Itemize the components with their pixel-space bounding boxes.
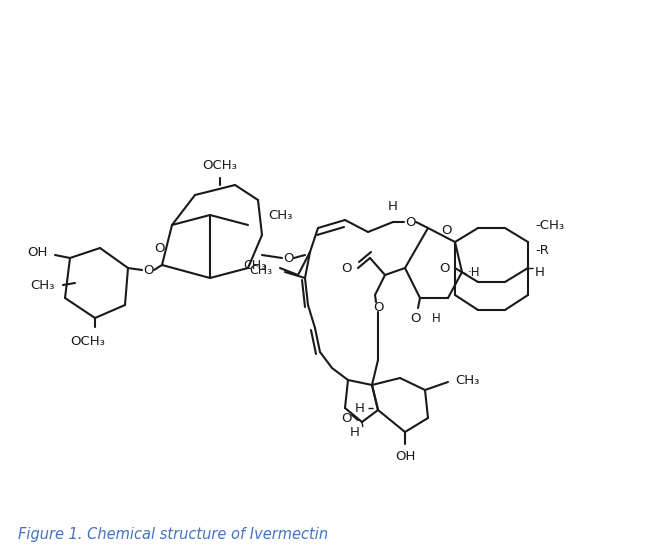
Text: O: O — [405, 216, 415, 228]
Text: O: O — [373, 300, 383, 314]
Text: O: O — [441, 223, 452, 237]
Text: O: O — [283, 252, 293, 265]
Text: H: H — [355, 402, 365, 414]
Text: CH₃: CH₃ — [455, 374, 479, 387]
Text: CH₃: CH₃ — [249, 263, 272, 276]
Text: H: H — [350, 426, 360, 438]
Text: O: O — [155, 242, 165, 255]
Text: OH: OH — [395, 450, 415, 463]
Text: O: O — [342, 412, 352, 424]
Text: Figure 1. Chemical structure of Ivermectin: Figure 1. Chemical structure of Ivermect… — [18, 527, 328, 543]
Text: -CH₃: -CH₃ — [535, 218, 564, 232]
Text: OH: OH — [27, 246, 48, 258]
Text: H: H — [388, 200, 398, 213]
Text: H: H — [535, 266, 545, 278]
Text: O: O — [143, 263, 153, 276]
Text: ·H: ·H — [468, 266, 481, 278]
Text: CH₃: CH₃ — [31, 278, 55, 291]
Text: CH₃: CH₃ — [243, 258, 266, 271]
Text: O: O — [342, 261, 352, 275]
Text: O: O — [439, 261, 450, 275]
Text: OCH₃: OCH₃ — [203, 159, 237, 172]
Text: -R: -R — [535, 243, 549, 257]
Text: O: O — [409, 312, 421, 325]
Text: CH₃: CH₃ — [268, 208, 292, 222]
Text: OCH₃: OCH₃ — [70, 335, 106, 348]
Text: H: H — [432, 311, 441, 325]
